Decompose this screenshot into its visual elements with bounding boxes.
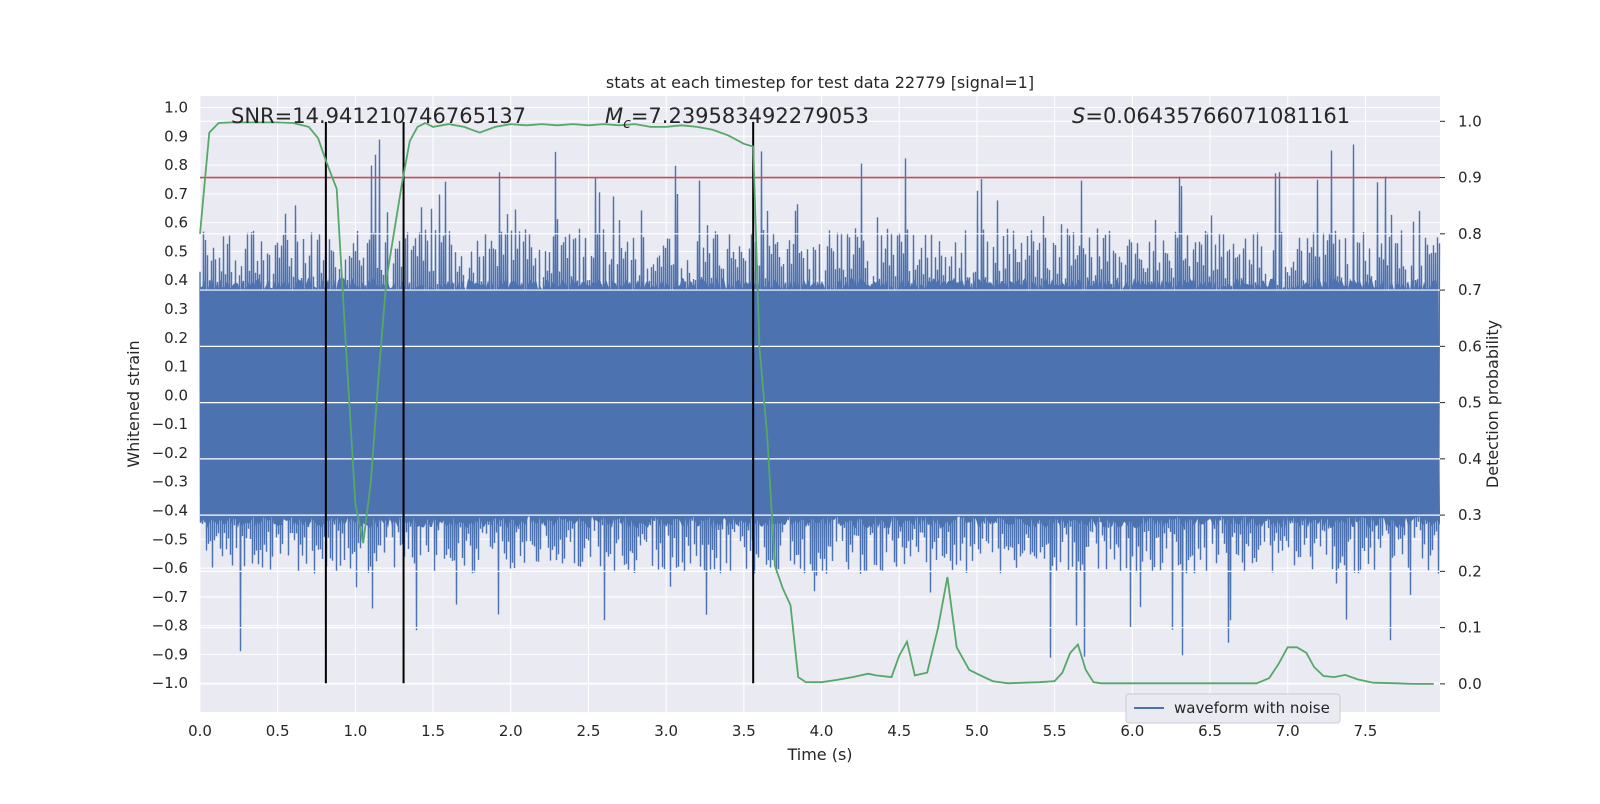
y-left-tick-label: 0.5: [164, 242, 188, 260]
y-left-tick-label: −0.9: [152, 645, 188, 663]
y-left-tick-label: −0.1: [152, 415, 188, 433]
x-axis-label: Time (s): [786, 745, 852, 764]
y-left-tick-label: 0.3: [164, 300, 188, 318]
x-tick-label: 0.0: [188, 722, 212, 740]
y-right-tick-label: 0.1: [1458, 619, 1482, 637]
y-left-tick-label: 0.4: [164, 271, 188, 289]
x-tick-label: 2.0: [499, 722, 523, 740]
x-tick-label: 7.5: [1353, 722, 1377, 740]
x-tick-label: 3.5: [732, 722, 756, 740]
y-left-tick-label: 0.6: [164, 214, 188, 232]
y-left-tick-label: 0.1: [164, 358, 188, 376]
y-right-tick-label: 0.4: [1458, 450, 1482, 468]
x-tick-label: 5.5: [1043, 722, 1067, 740]
x-tick-label: 3.0: [654, 722, 678, 740]
y-right-tick-label: 0.6: [1458, 337, 1482, 355]
chirp-mass-value: =7.239583492279053: [631, 104, 869, 128]
y-right-tick-label: 0.5: [1458, 394, 1482, 412]
score-annotation: S=0.06435766071081161: [1072, 104, 1350, 128]
score-value: =0.06435766071081161: [1085, 104, 1350, 128]
y-left-tick-label: 0.2: [164, 329, 188, 347]
y-left-tick-label: 0.9: [164, 127, 188, 145]
overlay-layer: [199, 120, 1440, 685]
chirp-mass-symbol: M: [605, 104, 623, 128]
x-tick-label: 1.0: [343, 722, 367, 740]
x-tick-label: 0.5: [266, 722, 290, 740]
y-left-tick-label: −0.8: [152, 617, 188, 635]
score-symbol: S: [1072, 104, 1085, 128]
y-right-tick-label: 0.9: [1458, 169, 1482, 187]
y-left-tick-label: 0.0: [164, 386, 188, 404]
chirp-mass-annotation: Mc=7.239583492279053: [605, 104, 869, 132]
x-tick-label: 6.0: [1120, 722, 1144, 740]
chirp-mass-subscript: c: [623, 116, 631, 132]
y-left-tick-label: −0.4: [152, 502, 188, 520]
tick-labels: 0.0 0.5 1.0 1.5 2.0 2.5 3.0 3.5 4.0 4.5 5.0 5.5 6.0 6…: [152, 99, 1482, 740]
chart-title: stats at each timestep for test data 227…: [606, 73, 1034, 92]
y-left-tick-label: 1.0: [164, 99, 188, 117]
y-axis-label-left: Whitened strain: [124, 340, 143, 467]
x-tick-label: 2.5: [577, 722, 601, 740]
y-right-tick-label: 0.0: [1458, 675, 1482, 693]
legend: waveform with noise: [1125, 693, 1341, 724]
y-left-tick-label: −0.6: [152, 559, 188, 577]
legend-label: waveform with noise: [1174, 699, 1330, 717]
y-left-tick-label: −0.3: [152, 473, 188, 491]
y-right-tick-label: 0.2: [1458, 562, 1482, 580]
x-tick-label: 7.0: [1276, 722, 1300, 740]
x-tick-label: 4.0: [810, 722, 834, 740]
legend-box: [1125, 693, 1341, 724]
y-right-tick-label: 0.3: [1458, 506, 1482, 524]
snr-annotation: SNR=14.941210746765137: [231, 104, 526, 128]
y-left-tick-label: 0.7: [164, 185, 188, 203]
x-tick-label: 6.5: [1198, 722, 1222, 740]
y-right-tick-label: 0.8: [1458, 225, 1482, 243]
y-axis-label-right: Detection probability: [1483, 320, 1502, 488]
y-left-tick-label: −0.5: [152, 530, 188, 548]
x-tick-label: 5.0: [965, 722, 989, 740]
y-right-tick-label: 1.0: [1458, 112, 1482, 130]
y-left-tick-label: −0.7: [152, 588, 188, 606]
y-left-tick-label: −1.0: [152, 674, 188, 692]
y-right-tick-label: 0.7: [1458, 281, 1482, 299]
probability-line: [199, 121, 1434, 685]
x-tick-label: 4.5: [887, 722, 911, 740]
y-left-tick-label: 0.8: [164, 156, 188, 174]
x-tick-label: 1.5: [421, 722, 445, 740]
y-left-tick-label: −0.2: [152, 444, 188, 462]
